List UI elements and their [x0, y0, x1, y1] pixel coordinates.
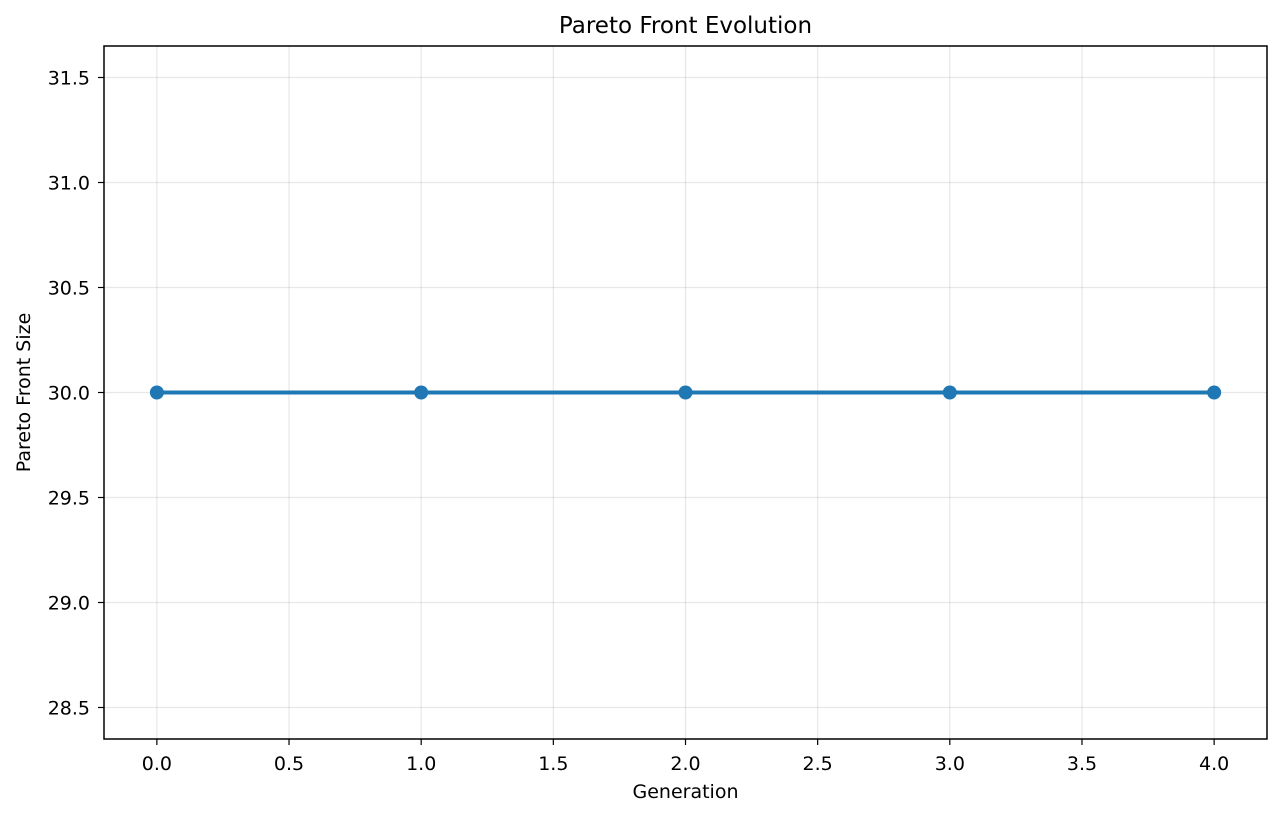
- y-tick-label: 29.0: [48, 593, 90, 615]
- y-axis: 28.5 29.0 29.5 30.0 30.5 31.0 31.5: [48, 68, 104, 720]
- x-axis: 0.0 0.5 1.0 1.5 2.0 2.5 3.0 3.5 4.0: [142, 739, 1229, 775]
- x-tick-label: 3.5: [1067, 753, 1097, 775]
- x-axis-title: Generation: [633, 781, 739, 803]
- data-point: [942, 385, 957, 400]
- y-tick-label: 30.0: [48, 383, 90, 405]
- y-tick-label: 28.5: [48, 698, 90, 720]
- data-point: [1207, 385, 1222, 400]
- y-tick-label: 29.5: [48, 488, 90, 510]
- y-axis-title: Pareto Front Size: [13, 313, 35, 473]
- y-tick-label: 30.5: [48, 278, 90, 300]
- y-tick-label: 31.5: [48, 68, 90, 90]
- x-tick-label: 0.5: [274, 753, 304, 775]
- data-point: [414, 385, 429, 400]
- chart-title: Pareto Front Evolution: [559, 13, 812, 39]
- x-tick-label: 3.0: [935, 753, 965, 775]
- data-point: [149, 385, 164, 400]
- x-tick-label: 4.0: [1199, 753, 1229, 775]
- series-layer: [149, 385, 1222, 400]
- x-tick-label: 0.0: [142, 753, 172, 775]
- x-tick-label: 2.0: [670, 753, 700, 775]
- y-tick-label: 31.0: [48, 173, 90, 195]
- data-point: [678, 385, 693, 400]
- x-tick-label: 1.5: [538, 753, 568, 775]
- x-tick-label: 2.5: [803, 753, 833, 775]
- x-tick-label: 1.0: [406, 753, 436, 775]
